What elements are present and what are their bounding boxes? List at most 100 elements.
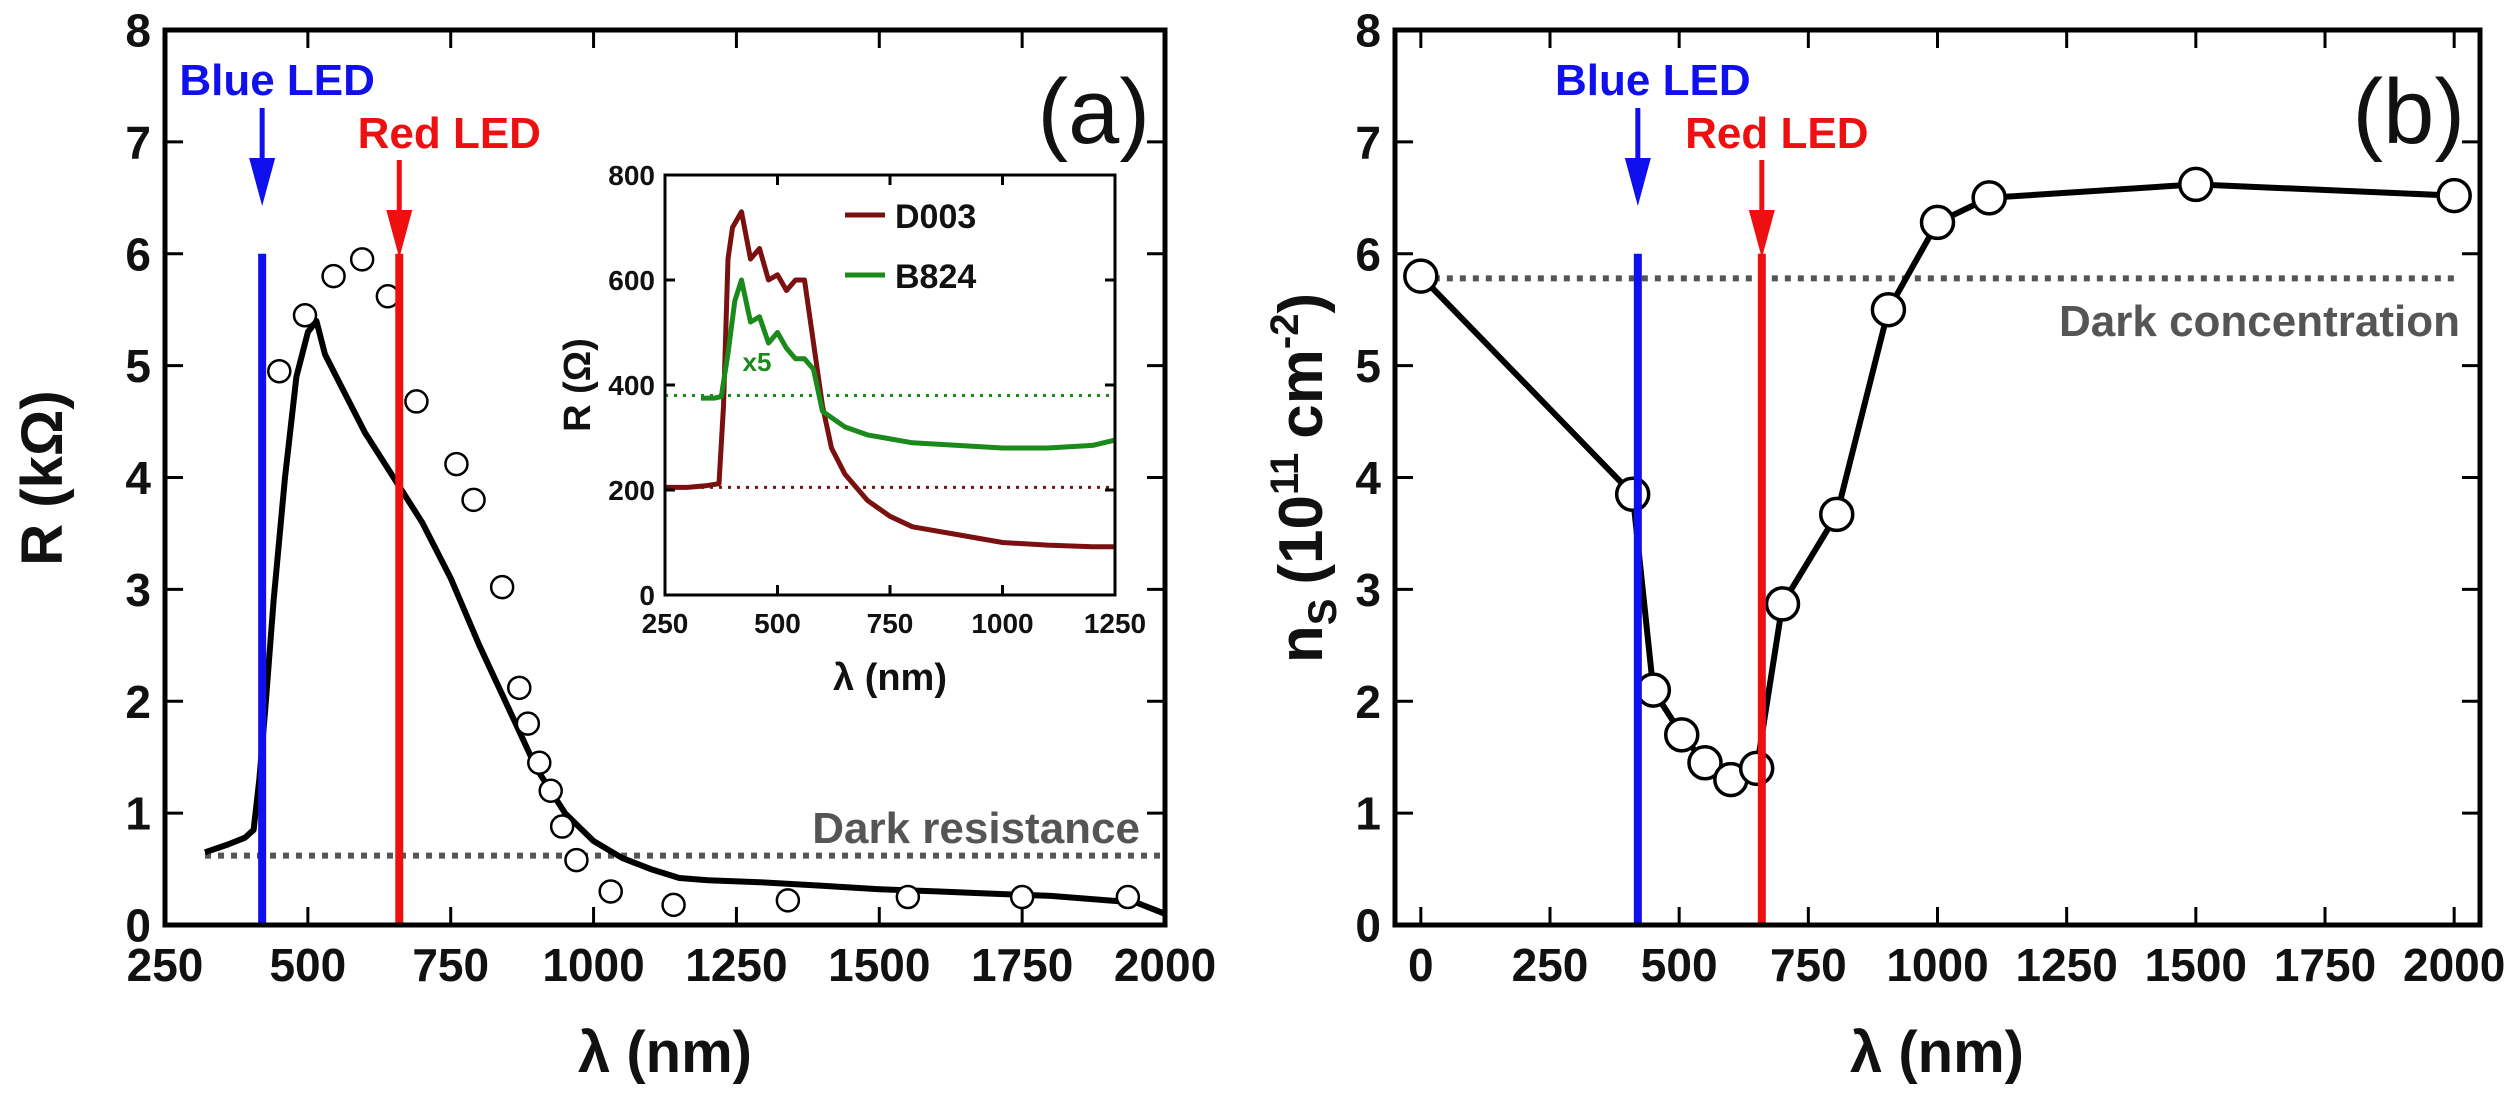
panel-a-data-point	[661, 892, 686, 918]
panel-b-ytick-label: 8	[1355, 5, 1381, 57]
panel-b-xtick-label: 750	[1770, 939, 1847, 991]
panel-a-data-point	[598, 879, 623, 904]
panel-a-dark-resistance-label: Dark resistance	[812, 804, 1140, 853]
panel-a-xtick-label: 1000	[542, 939, 644, 991]
inset-legend: D003 B824	[845, 198, 976, 296]
ylabel-exp: 11	[1263, 453, 1307, 495]
panel-a-ytick-label: 2	[125, 676, 151, 728]
panel-a-ytick-label: 5	[125, 340, 151, 392]
panel-a-xtick-label: 1750	[971, 939, 1073, 991]
panel-b-curve	[1418, 181, 2455, 783]
inset-xtick-label: 750	[867, 608, 914, 639]
legend-label-b824: B824	[895, 258, 976, 296]
panel-b-data-point	[2436, 177, 2472, 214]
panel-a-xtick-label: 1250	[685, 939, 787, 991]
inset-chart: 250 500 750 1000 1250 0 200 400 600 800 λ (nm) R …	[557, 160, 1146, 699]
panel-a-ytick-label: 3	[125, 564, 151, 616]
inset-xtick-label: 250	[642, 608, 689, 639]
inset-y-title: R (Ω)	[557, 338, 599, 432]
inset-ytick-label: 800	[608, 160, 655, 191]
panel-a-xtick-label: 500	[269, 939, 346, 991]
panel-b-xtick-label: 1750	[2274, 939, 2376, 991]
panel-a-data-point	[515, 711, 541, 736]
panel-a-blue-led-label: Blue LED	[179, 56, 375, 105]
inset-x-title: λ (nm)	[833, 657, 947, 699]
panel-b-ticks	[1395, 28, 2480, 927]
inset-ytick-label: 600	[608, 265, 655, 296]
ylabel-unit: cm	[1267, 349, 1336, 439]
panel-a-ticks	[163, 28, 1167, 927]
inset-background	[665, 175, 1115, 595]
panel-a-data-point	[527, 750, 552, 776]
panel-a-label: (a)	[1038, 61, 1150, 163]
panel-b-data-point	[1819, 496, 1855, 533]
panel-a-ytick-label: 4	[125, 452, 151, 504]
panel-b-data-point	[1687, 745, 1723, 781]
panel-b-data-point	[2178, 166, 2214, 203]
inset-marks	[665, 209, 1116, 550]
inset-tick-labels: 250 500 750 1000 1250 0 200 400 600 800	[608, 160, 1146, 639]
inset-ytick-label: 0	[639, 580, 655, 611]
panel-b-plot-frame	[1392, 27, 2483, 928]
inset-xtick-label: 500	[754, 608, 801, 639]
panel-b-xtick-label: 250	[1512, 939, 1589, 991]
panel-b-data-point	[1664, 717, 1700, 753]
panel-a-xtick-label: 2000	[1114, 939, 1216, 991]
panel-b-ytick-label: 0	[1355, 900, 1381, 952]
panel-b-data-point	[1971, 180, 2007, 216]
panel-b-ytick-label: 5	[1355, 340, 1381, 392]
ylabel-unit-exp: -2	[1263, 314, 1307, 350]
panel-a-red-led-label: Red LED	[358, 109, 541, 158]
panel-a-xtick-label: 750	[412, 939, 489, 991]
inset-ytick-label: 400	[608, 370, 655, 401]
panel-b-ytick-label: 1	[1355, 788, 1381, 840]
panel-a-data-point	[292, 303, 318, 328]
panel-a-data-point	[349, 247, 375, 272]
inset-series-b824	[701, 277, 1116, 451]
panel-a-y-title: R (kΩ)	[10, 390, 75, 565]
panel-a-data-point	[267, 358, 292, 384]
inset-ticks	[663, 173, 1117, 597]
panel-b-dark-concentration-label: Dark concentration	[2059, 297, 2460, 346]
panel-b-data-point	[1919, 204, 1956, 241]
panel-a-red-led-arrow-head	[386, 210, 413, 258]
inset-xtick-label: 1250	[1084, 608, 1146, 639]
panel-b-xtick-label: 0	[1408, 939, 1434, 991]
panel-a-data-point	[775, 888, 801, 913]
panel-a-data-point	[1115, 884, 1141, 910]
panel-a-marks	[204, 247, 1167, 918]
panel-a-data-point	[444, 451, 469, 477]
panel-a-blue-led-arrow-head	[249, 158, 276, 206]
panel-a-data-point	[321, 263, 346, 289]
legend-label-d003: D003	[895, 198, 976, 236]
panel-b-data-point	[1870, 291, 1907, 328]
panel-a-ytick-label: 6	[125, 228, 151, 280]
panel-b-tick-labels: 0 250 500 750 1000 1250 1500 1750 2000 0 1 2 3 4 5 6 7 8	[1355, 5, 2505, 991]
ylabel-open: (10	[1267, 495, 1336, 585]
panel-a-xtick-label: 250	[127, 939, 204, 991]
panel-b-red-led-arrow-head	[1748, 210, 1775, 258]
ylabel-sub: S	[1301, 599, 1345, 626]
panel-a-data-point	[507, 675, 532, 701]
panel-a-data-point	[489, 574, 515, 600]
panel-b-red-led-label: Red LED	[1685, 109, 1868, 158]
inset-xtick-label: 1000	[971, 608, 1033, 639]
panel-a-data-point	[1009, 884, 1035, 910]
panel-b-data-point	[1764, 586, 1801, 622]
panel-a-data-point	[895, 884, 921, 910]
panel-b-ytick-label: 3	[1355, 564, 1381, 616]
panel-b-xtick-label: 1250	[2015, 939, 2117, 991]
panel-b-ytick-label: 2	[1355, 676, 1381, 728]
inset-x5-annotation: x5	[743, 347, 772, 377]
panel-b-xtick-label: 2000	[2403, 939, 2505, 991]
panel-a-data-point	[564, 847, 589, 873]
panel-b-xtick-label: 500	[1641, 939, 1718, 991]
panel-b-blue-led-label: Blue LED	[1555, 56, 1751, 105]
panel-b-xtick-label: 1000	[1886, 939, 1988, 991]
